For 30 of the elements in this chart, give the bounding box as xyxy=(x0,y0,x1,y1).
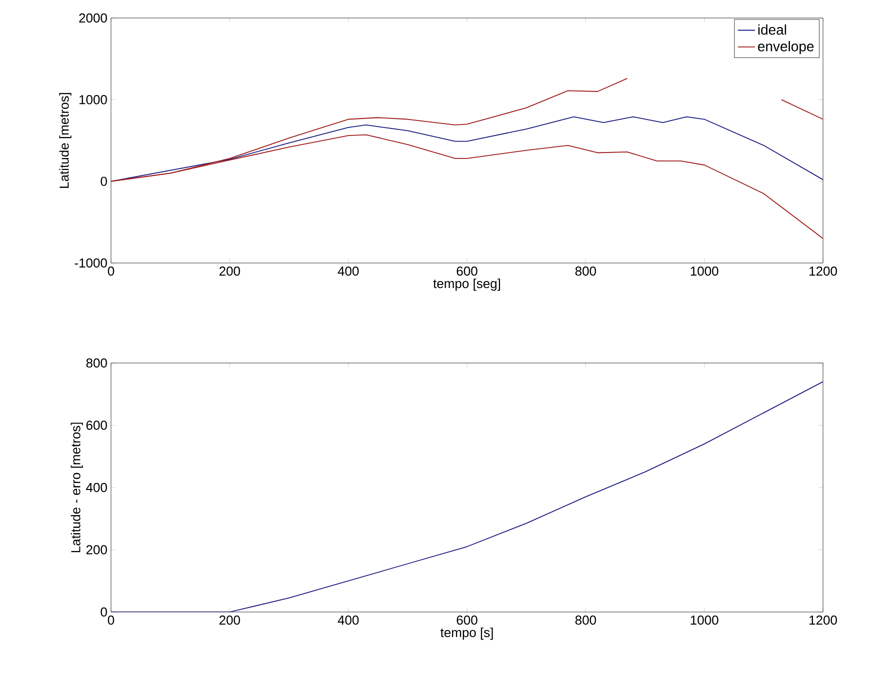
x-tick-label: 0 xyxy=(108,266,114,276)
x-axis-title: tempo [s] xyxy=(440,628,493,640)
y-tick-label: 600 xyxy=(86,420,107,430)
y-tick-label: 200 xyxy=(86,545,107,554)
legend-label: ideal xyxy=(758,24,786,35)
y-axis-title: Latitude - erro [metros] xyxy=(70,422,83,552)
x-tick-label: 400 xyxy=(338,616,359,625)
y-axis-title: Latitude [metros] xyxy=(59,93,72,188)
x-axis-title: tempo [seg] xyxy=(433,278,500,291)
line-series xyxy=(111,116,824,182)
x-tick-label: 600 xyxy=(456,616,478,625)
x-tick-label: 800 xyxy=(575,616,596,625)
x-tick-label: 1200 xyxy=(810,616,837,625)
x-tick-label: 0 xyxy=(108,616,114,625)
y-tick-label: 400 xyxy=(86,482,107,492)
y-tick-label: -1000 xyxy=(74,258,107,268)
x-tick-label: 200 xyxy=(219,616,240,625)
y-tick-label: 0 xyxy=(100,176,107,186)
x-tick-label: 800 xyxy=(575,266,596,276)
x-tick-label: 600 xyxy=(456,266,478,276)
y-tick-label: 0 xyxy=(100,607,107,617)
legend-label: envelope xyxy=(758,41,814,54)
x-tick-label: 1200 xyxy=(810,266,837,276)
x-tick-label: 1000 xyxy=(690,266,718,276)
x-tick-label: 200 xyxy=(219,266,240,276)
y-tick-label: 800 xyxy=(86,358,107,368)
x-tick-label: 1000 xyxy=(690,616,718,625)
x-tick-label: 400 xyxy=(338,266,359,276)
y-tick-label: 2000 xyxy=(79,13,107,23)
y-tick-label: 1000 xyxy=(80,95,107,104)
